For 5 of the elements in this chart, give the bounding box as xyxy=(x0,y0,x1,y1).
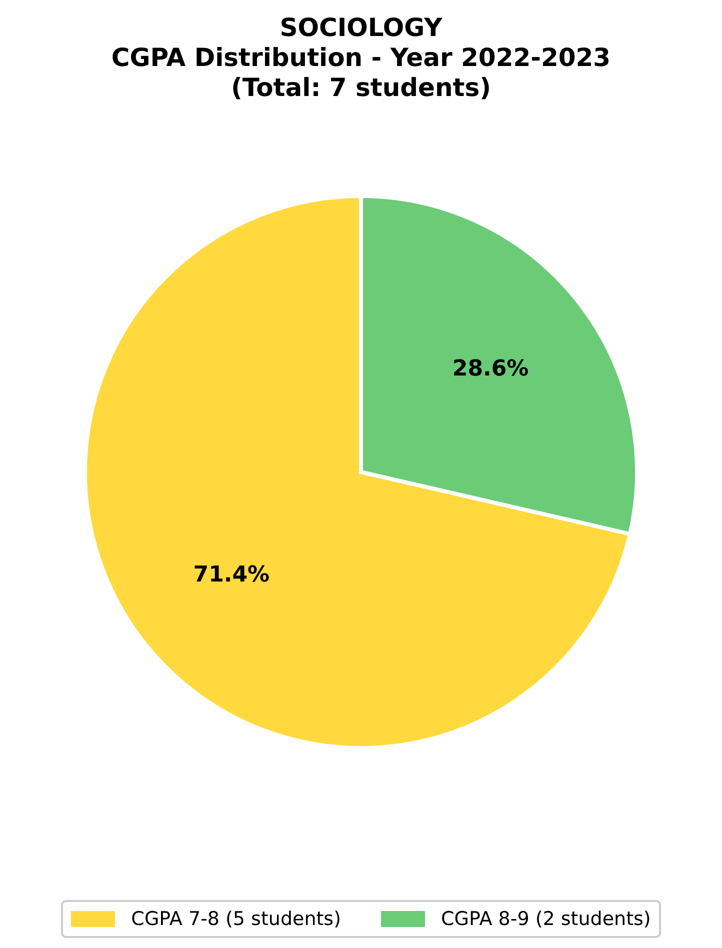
data-label: 28.6% xyxy=(452,356,529,382)
legend-label: CGPA 7-8 (5 students) xyxy=(131,908,341,930)
data-label: 71.4% xyxy=(193,562,270,588)
legend-label: CGPA 8-9 (2 students) xyxy=(441,908,651,930)
chart-title: SOCIOLOGY CGPA Distribution - Year 2022-2023 (Total: 7 students) xyxy=(111,13,611,102)
